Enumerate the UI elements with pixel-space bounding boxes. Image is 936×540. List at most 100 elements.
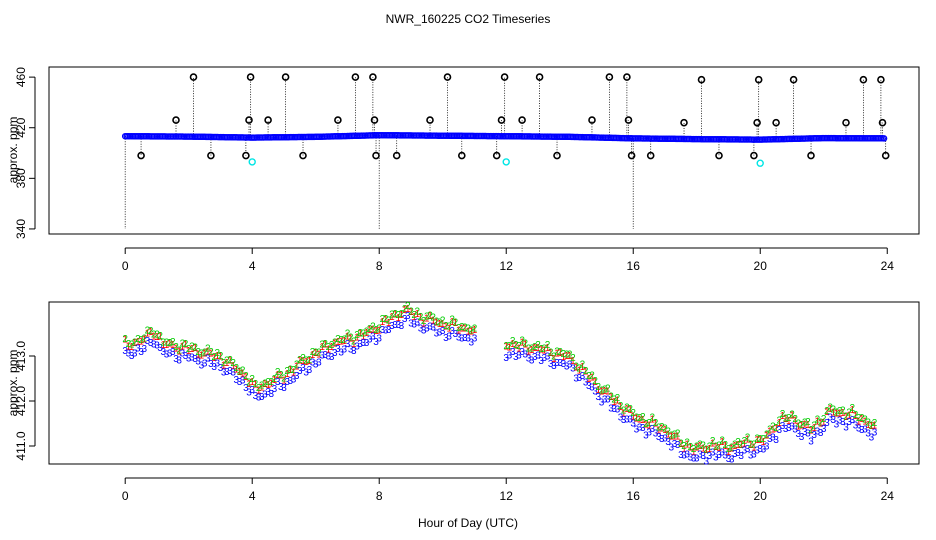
bottom-series-2-point: 2 [357,328,363,339]
bottom-series-3-point: 3 [307,365,313,376]
bottom-series-3-point: 3 [624,415,630,426]
bottom-series-1-point: 1 [599,386,605,397]
bottom-series-3-point: 3 [237,377,243,388]
bottom-series-3-point: 3 [389,321,395,332]
bottom-series-1-point: 1 [637,415,643,426]
bottom-series-3-point: 3 [834,420,840,431]
bottom-series-2-point: 2 [224,356,230,367]
bottom-series-2-point: 2 [173,342,179,353]
top-spike-point [245,116,253,124]
bottom-series-2-point: 2 [469,325,475,336]
bottom-series-3-point: 3 [218,363,224,374]
bottom-series-2-point: 2 [691,444,697,455]
bottom-series-3-point: 3 [577,373,583,384]
top-x-tick-label: 12 [500,259,514,273]
bottom-series-1-point: 1 [535,343,541,354]
bottom-series-2-point: 2 [650,412,656,423]
bottom-series-1-point: 1 [430,316,436,327]
bottom-series-1-point: 1 [313,348,319,359]
bottom-series-3-point: 3 [259,392,265,403]
bottom-series-1-point: 1 [319,342,325,353]
bottom-series-3-point: 3 [367,334,373,345]
bottom-series-2-point: 2 [167,338,173,349]
bottom-series-2-point: 2 [411,310,417,321]
top-cyan-point [756,159,764,167]
bottom-series-1-point: 1 [869,421,875,432]
bottom-series-1-point: 1 [405,304,411,315]
bottom-series-1-point: 1 [376,325,382,336]
bottom-series-3-point: 3 [697,449,703,460]
bottom-series-1-point: 1 [170,340,176,351]
bottom-series-3-point: 3 [421,326,427,337]
bottom-series-2-point: 2 [662,424,668,435]
bottom-series-3-point: 3 [392,320,398,331]
bottom-series-1-point: 1 [386,318,392,329]
bottom-series-2-point: 2 [415,306,421,317]
bottom-series-3-point: 3 [519,347,525,358]
bottom-series-1-point: 1 [850,405,856,416]
bottom-series-1-point: 1 [589,373,595,384]
bottom-series-3-point: 3 [195,356,201,367]
bottom-series-3-point: 3 [316,357,322,368]
bottom-series-1-point: 1 [297,356,303,367]
bottom-series-3-point: 3 [408,318,414,329]
bottom-series-2-point: 2 [678,439,684,450]
bottom-series-1-point: 1 [792,416,798,427]
bottom-series-1-point: 1 [672,431,678,442]
bottom-series-2-point: 2 [748,440,754,451]
bottom-series-3-point: 3 [513,352,519,363]
bottom-series-2-point: 2 [757,434,763,445]
bottom-series-2-point: 2 [313,347,319,358]
bottom-series-3-point: 3 [837,416,843,427]
bottom-series-3-point: 3 [338,347,344,358]
bottom-series-1-point: 1 [240,368,246,379]
top-spike-point [426,116,434,124]
bottom-series-3-point: 3 [824,418,830,429]
bottom-series-2-point: 2 [872,418,878,429]
bottom-series-1-point: 1 [811,423,817,434]
bottom-series-2-point: 2 [611,395,617,406]
bottom-series-1-point: 1 [697,441,703,452]
bottom-series-1-point: 1 [465,327,471,338]
bottom-x-tick-label: 0 [122,489,129,503]
bottom-series-3-point: 3 [424,323,430,334]
bottom-series-3-point: 3 [430,323,436,334]
bottom-series-2-point: 2 [249,374,255,385]
bottom-series-3-point: 3 [681,451,687,462]
bottom-series-3-point: 3 [796,429,802,440]
bottom-series-2-point: 2 [161,337,167,348]
top-spike-point [457,151,466,160]
bottom-series-2-point: 2 [332,338,338,349]
bottom-series-2-point: 2 [554,346,560,357]
bottom-series-1-point: 1 [173,344,179,355]
bottom-series-3-point: 3 [742,446,748,457]
bottom-series-1-point: 1 [161,340,167,351]
bottom-series-2-point: 2 [380,314,386,325]
bottom-series-1-point: 1 [411,312,417,323]
bottom-series-2-point: 2 [405,301,411,312]
bottom-x-tick-label: 16 [627,489,641,503]
bottom-series-1-point: 1 [519,338,525,349]
bottom-series-2-point: 2 [507,341,513,352]
bottom-series-3-point: 3 [719,447,725,458]
bottom-series-2-point: 2 [780,409,786,420]
bottom-series-3-point: 3 [437,328,443,339]
bottom-series-1-point: 1 [351,339,357,350]
bottom-series-1-point: 1 [456,326,462,337]
bottom-series-2-point: 2 [408,306,414,317]
bottom-series-3-point: 3 [634,425,640,436]
bottom-series-1-point: 1 [361,331,367,342]
bottom-series-2-point: 2 [818,418,824,429]
bottom-series-2-point: 2 [132,338,138,349]
bottom-series-1-point: 1 [745,435,751,446]
top-spike-point [605,73,614,81]
bottom-series-3-point: 3 [621,415,627,426]
bottom-series-1-point: 1 [586,374,592,385]
bottom-series-3-point: 3 [808,436,814,447]
bottom-series-3-point: 3 [269,389,275,400]
bottom-series-2-point: 2 [294,359,300,370]
bottom-series-1-point: 1 [237,367,243,378]
bottom-series-3-point: 3 [157,343,163,354]
bottom-series-2-point: 2 [434,317,440,328]
bottom-series-2-point: 2 [608,392,614,403]
